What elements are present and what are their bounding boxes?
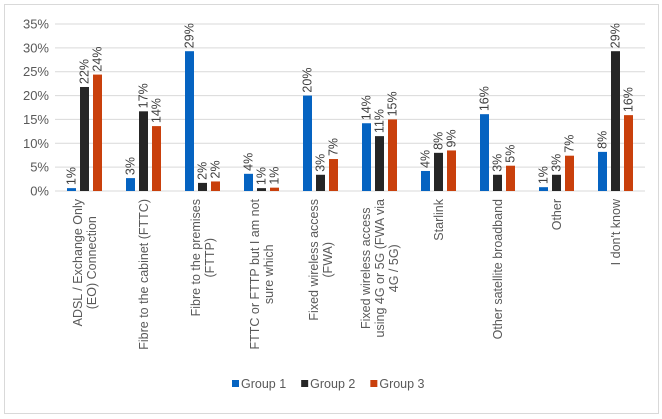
x-axis-label: Other (550, 199, 564, 230)
bar-group-2 (434, 152, 443, 191)
bars (67, 51, 633, 191)
bar-group-2 (552, 174, 561, 191)
bar-group-1 (126, 178, 135, 191)
x-axis-label: ADSL / Exchange Only (71, 198, 85, 326)
data-label: 4% (419, 150, 433, 168)
x-axis-label: (FTTP) (203, 238, 217, 278)
data-label: 1% (255, 167, 269, 185)
x-axis-label: 4G / 5G) (387, 244, 401, 292)
data-label: 29% (609, 23, 623, 48)
data-label: 2% (196, 162, 210, 180)
x-axis-label: FTTC or FTTP but I am not (248, 198, 262, 349)
bar-group-1 (362, 123, 371, 191)
y-tick-label: 20% (23, 88, 49, 103)
data-label: 3% (550, 154, 564, 172)
bar-group-3 (329, 159, 338, 191)
y-tick-label: 5% (30, 160, 49, 175)
bar-group-1 (539, 187, 548, 191)
bar-group-3 (93, 74, 102, 191)
legend: Group 1 Group 2 Group 3 (232, 377, 425, 391)
data-label: 16% (478, 86, 492, 111)
bar-group-2 (80, 86, 89, 191)
bar-group-1 (67, 188, 76, 191)
bar-group-1 (421, 170, 430, 191)
bar-group-1 (480, 114, 489, 191)
x-axis-label: (FWA) (321, 242, 335, 278)
data-label: 5% (504, 145, 518, 163)
data-label: 4% (242, 153, 256, 171)
bar-group-3 (152, 126, 161, 191)
data-label: 3% (491, 154, 505, 172)
y-tick-label: 30% (23, 40, 49, 55)
data-label: 8% (596, 131, 610, 149)
bar-group-3 (565, 155, 574, 191)
data-label: 1% (268, 167, 282, 185)
data-label: 3% (124, 157, 138, 175)
legend-label: Group 3 (379, 377, 424, 391)
legend-swatch (370, 380, 378, 387)
data-label: 20% (301, 68, 315, 93)
y-tick-label: 35% (23, 17, 49, 32)
bar-group-1 (244, 173, 253, 191)
bar-group-3 (211, 181, 220, 191)
bar-group-3 (506, 165, 515, 191)
data-label: 17% (137, 83, 151, 108)
data-label: 7% (563, 135, 577, 153)
y-axis-ticks: 0% 5% 10% 15% 20% 25% 30% 35% (23, 17, 49, 199)
data-label: 9% (445, 129, 459, 147)
bar-group-2 (611, 51, 620, 191)
data-label: 2% (209, 160, 223, 178)
legend-label: Group 1 (241, 377, 286, 391)
x-axis-label: (EO) Connection (85, 216, 99, 309)
x-axis-label: Fixed wireless access (359, 207, 373, 329)
data-label: 16% (622, 87, 636, 112)
legend-swatch (301, 380, 309, 387)
bar-group-2 (316, 174, 325, 191)
bar-group-3 (388, 119, 397, 191)
bar-group-3 (447, 150, 456, 191)
data-label: 11% (373, 109, 387, 133)
bar-group-1 (185, 51, 194, 191)
data-label: 14% (360, 95, 374, 120)
legend-label: Group 2 (310, 377, 355, 391)
x-axis-label: Other satellite broadband (491, 199, 505, 339)
bar-group-1 (303, 95, 312, 191)
bar-group-2 (139, 111, 148, 191)
x-axis-label: Fibre to the premises (189, 199, 203, 316)
data-label: 15% (386, 91, 400, 116)
x-axis-label: Starlink (432, 198, 446, 240)
x-axis-label: Fixed wireless access (307, 199, 321, 321)
x-axis-label: I don't know (609, 198, 623, 265)
data-label: 22% (78, 59, 92, 84)
bar-group-3 (270, 187, 279, 191)
bar-group-2 (198, 182, 207, 191)
y-tick-label: 15% (23, 112, 49, 127)
x-axis-label: using 4G or 5G (FWA via (373, 199, 387, 338)
legend-swatch (232, 380, 239, 387)
data-label: 1% (537, 166, 551, 184)
data-label: 3% (314, 154, 328, 172)
bar-group-1 (598, 151, 607, 191)
data-label: 14% (150, 98, 164, 123)
y-tick-label: 0% (30, 184, 49, 199)
data-label: 7% (327, 138, 341, 156)
data-label: 8% (432, 132, 446, 150)
data-label: 1% (65, 167, 79, 185)
bar-group-2 (375, 136, 384, 191)
bar-group-2 (493, 174, 502, 191)
data-label: 29% (183, 23, 197, 48)
y-tick-label: 10% (23, 136, 49, 151)
x-axis-labels: ADSL / Exchange Only (EO) Connection Fibre… (71, 198, 623, 350)
x-axis-label: Fibre to the cabinet (FTTC) (137, 199, 151, 350)
data-labels: 1%22% 24%3%17%14%29%2% 2% 4%1% 1%20%3%7%14%1… (65, 23, 636, 185)
x-axis-label: sure which (262, 244, 276, 304)
chart-frame (4, 4, 659, 414)
bar-group-2 (257, 188, 266, 191)
bar-group-3 (624, 115, 633, 191)
y-tick-label: 25% (23, 64, 49, 79)
data-label: 24% (91, 47, 105, 72)
